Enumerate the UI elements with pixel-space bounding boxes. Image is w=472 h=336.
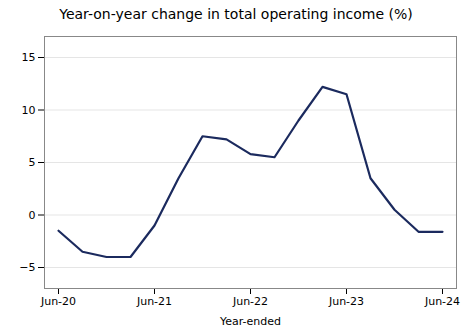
svg-text:−5: −5	[19, 261, 35, 274]
svg-text:Jun-24: Jun-24	[424, 295, 460, 308]
svg-text:Jun-21: Jun-21	[136, 295, 172, 308]
svg-text:Jun-20: Jun-20	[40, 295, 76, 308]
html-text:Year-on-year change in total o: Year-on-year change in total operating i…	[59, 6, 413, 22]
svg-text:Jun-23: Jun-23	[328, 295, 364, 308]
svg-text:15: 15	[22, 51, 36, 64]
svg-text:0: 0	[29, 209, 36, 222]
svg-text:Jun-22: Jun-22	[232, 295, 268, 308]
svg-text:5: 5	[29, 156, 36, 169]
svg-text:Year-ended: Year-ended	[219, 315, 281, 328]
svg-text:10: 10	[22, 104, 36, 117]
